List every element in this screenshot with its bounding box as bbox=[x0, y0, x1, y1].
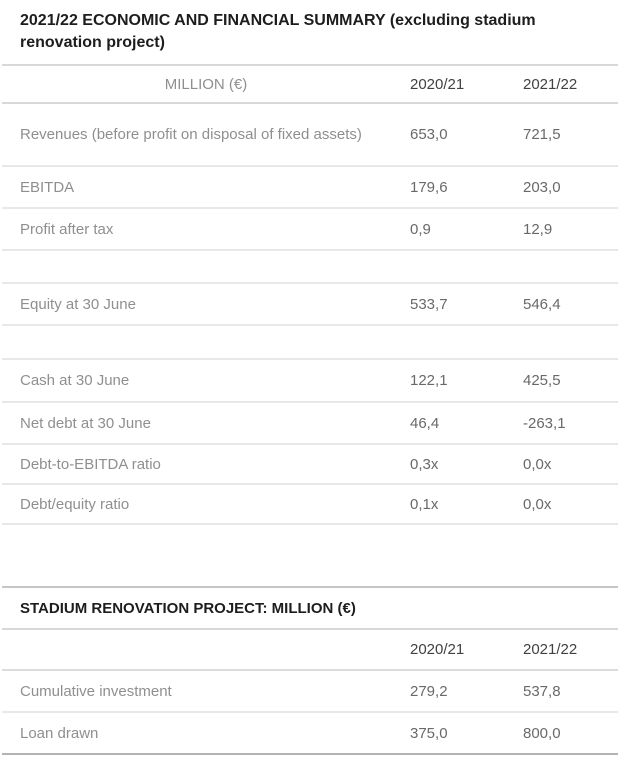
value-2021-22: 546,4 bbox=[523, 295, 561, 313]
row-label: EBITDA bbox=[20, 178, 75, 196]
row-label: Loan drawn bbox=[20, 724, 99, 742]
table-row-revenues: Revenues (before profit on disposal of f… bbox=[2, 104, 618, 167]
value-2020-21: 0,9 bbox=[410, 220, 431, 238]
header-year-2021-22: 2021/22 bbox=[523, 641, 578, 658]
table-row-ebitda: EBITDA 179,6 203,0 bbox=[2, 167, 618, 209]
value-2021-22: 0,0x bbox=[523, 495, 552, 513]
value-2020-21: 533,7 bbox=[410, 295, 448, 313]
table-row-cumulative-investment: Cumulative investment 279,2 537,8 bbox=[2, 671, 618, 713]
header-million-label: MILLION (€) bbox=[164, 75, 248, 93]
summary-table-title: 2021/22 ECONOMIC AND FINANCIAL SUMMARY (… bbox=[20, 12, 536, 51]
row-label: Profit after tax bbox=[20, 220, 114, 238]
header-year-2021-22: 2021/22 bbox=[523, 75, 578, 93]
spacer-row bbox=[2, 251, 618, 284]
row-label: Equity at 30 June bbox=[20, 295, 136, 313]
table-row-debt-to-ebitda: Debt-to-EBITDA ratio 0,3x 0,0x bbox=[2, 445, 618, 485]
value-2021-22: 800,0 bbox=[523, 724, 561, 742]
table-row-loan-drawn: Loan drawn 375,0 800,0 bbox=[2, 713, 618, 753]
row-label: Cash at 30 June bbox=[20, 372, 130, 389]
stadium-table-title: STADIUM RENOVATION PROJECT: MILLION (€) bbox=[20, 599, 356, 617]
summary-table: MILLION (€) 2020/21 2021/22 Revenues (be… bbox=[2, 64, 618, 525]
value-2020-21: 0,3x bbox=[410, 455, 439, 473]
table-row-debt-equity: Debt/equity ratio 0,1x 0,0x bbox=[2, 485, 618, 525]
table-row-equity: Equity at 30 June 533,7 546,4 bbox=[2, 284, 618, 326]
value-2021-22: 203,0 bbox=[523, 178, 561, 196]
value-2020-21: 122,1 bbox=[410, 372, 448, 389]
value-2020-21: 279,2 bbox=[410, 682, 448, 700]
summary-table-header: MILLION (€) 2020/21 2021/22 bbox=[2, 66, 618, 104]
table-row-net-debt: Net debt at 30 June 46,4 -263,1 bbox=[2, 403, 618, 445]
table-row-profit-after-tax: Profit after tax 0,9 12,9 bbox=[2, 209, 618, 251]
header-year-2020-21: 2020/21 bbox=[410, 75, 465, 93]
value-2021-22: 12,9 bbox=[523, 220, 553, 238]
row-label: Cumulative investment bbox=[20, 682, 172, 700]
row-label: Debt/equity ratio bbox=[20, 495, 130, 513]
value-2020-21: 375,0 bbox=[410, 724, 448, 742]
row-label: Debt-to-EBITDA ratio bbox=[20, 455, 161, 473]
value-2020-21: 46,4 bbox=[410, 414, 440, 432]
row-label: Net debt at 30 June bbox=[20, 414, 151, 432]
value-2020-21: 179,6 bbox=[410, 178, 448, 196]
table-row-cash: Cash at 30 June 122,1 425,5 bbox=[2, 360, 618, 403]
stadium-table: STADIUM RENOVATION PROJECT: MILLION (€) … bbox=[2, 586, 618, 755]
value-2021-22: 721,5 bbox=[523, 126, 561, 143]
value-2021-22: -263,1 bbox=[523, 414, 566, 432]
value-2021-22: 425,5 bbox=[523, 372, 561, 389]
stadium-table-header: 2020/21 2021/22 bbox=[2, 630, 618, 671]
spacer-row bbox=[2, 326, 618, 360]
value-2020-21: 653,0 bbox=[410, 126, 448, 143]
value-2020-21: 0,1x bbox=[410, 495, 439, 513]
header-year-2020-21: 2020/21 bbox=[410, 641, 465, 658]
value-2021-22: 537,8 bbox=[523, 682, 561, 700]
stadium-table-title-row: STADIUM RENOVATION PROJECT: MILLION (€) bbox=[2, 588, 618, 630]
value-2021-22: 0,0x bbox=[523, 455, 552, 473]
row-label: Revenues (before profit on disposal of f… bbox=[20, 126, 362, 143]
